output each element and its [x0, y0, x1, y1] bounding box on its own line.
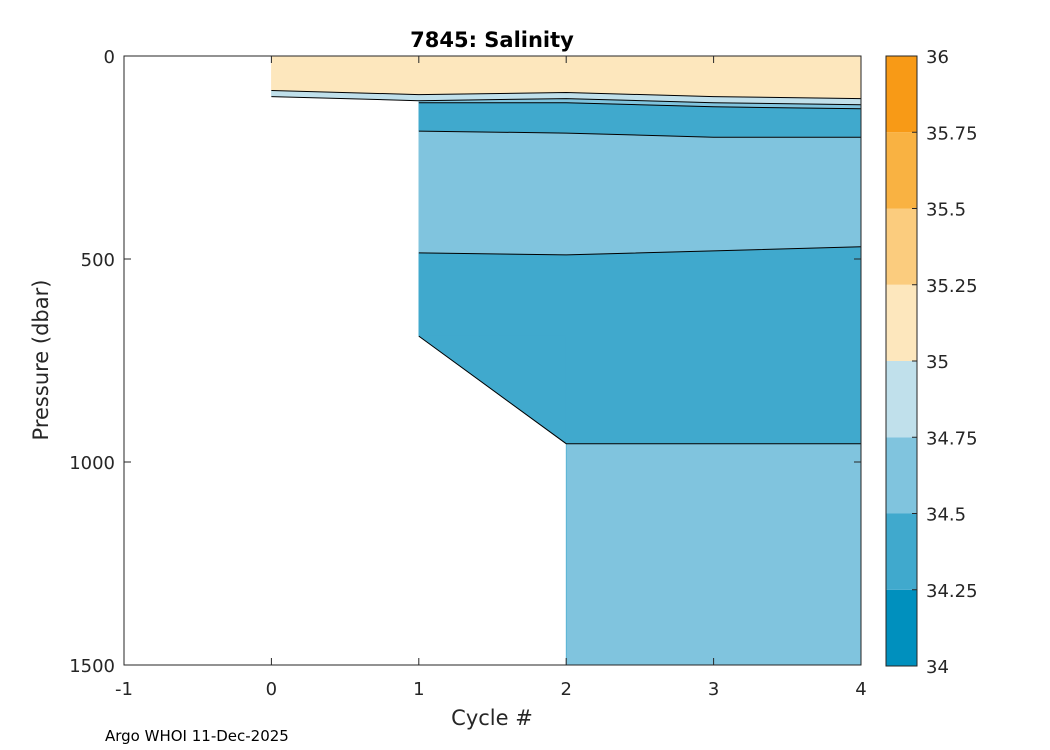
contour-line-4-0 [418, 246, 862, 256]
colorbar-swatch-5 [886, 208, 917, 285]
footer-credit: Argo WHOI 11-Dec-2025 [105, 727, 289, 745]
salinity-band-5-0 [418, 246, 862, 444]
colorbar-swatch-4 [886, 284, 917, 361]
colorbar-tick-label: 35 [926, 352, 949, 373]
y-tick-label: 0 [104, 47, 115, 68]
y-axis: 0 500 1000 1500 [69, 47, 861, 677]
contour-line-1-0 [271, 96, 862, 106]
colorbar: 34 34.25 34.5 34.75 35 35.25 35.5 35.75 36 [885, 47, 978, 678]
salinity-band-4-0 [418, 130, 862, 256]
plot-area [271, 55, 862, 666]
x-tick-label: 0 [266, 679, 277, 700]
y-tick-label: 500 [81, 250, 115, 271]
x-tick-label: 1 [413, 679, 424, 700]
colorbar-swatch-2 [886, 437, 917, 514]
axes-box [123, 55, 862, 666]
contour-lines [271, 90, 862, 445]
colorbar-swatch-6 [886, 132, 917, 209]
colorbar-swatch-7 [886, 56, 917, 133]
chart-title: 7845: Salinity [410, 28, 574, 52]
colorbar-tick-label: 36 [926, 47, 949, 68]
colorbar-tick-label: 34.75 [926, 428, 978, 449]
colorbar-swatch-0 [886, 589, 917, 666]
colorbar-tick-label: 35.5 [926, 200, 966, 221]
colorbar-tick-label: 34 [926, 657, 949, 678]
colorbar-swatch-1 [886, 513, 917, 590]
contour-line-5-0 [418, 335, 861, 445]
contour-line-0-0 [271, 90, 862, 100]
colorbar-tick-label: 34.5 [926, 505, 966, 526]
x-tick-label: 3 [708, 679, 719, 700]
contour-line-3-0 [418, 130, 861, 138]
colorbar-swatch-3 [886, 361, 917, 438]
y-axis-label: Pressure (dbar) [29, 280, 53, 441]
x-tick-label: 4 [855, 679, 866, 700]
colorbar-tick-label: 35.75 [926, 123, 978, 144]
x-tick-label: -1 [115, 679, 133, 700]
x-axis-label: Cycle # [451, 706, 533, 730]
y-tick-label: 1500 [69, 656, 115, 677]
data-extent-edge [418, 335, 567, 665]
colorbar-tick-label: 34.25 [926, 581, 978, 602]
salinity-band-6-0 [565, 443, 862, 666]
colorbar-tick-label: 35.25 [926, 276, 978, 297]
x-tick-label: 2 [560, 679, 571, 700]
y-tick-label: 1000 [69, 453, 115, 474]
x-axis: -1 0 1 2 3 4 [115, 56, 867, 700]
contour-line-2-0 [418, 102, 862, 110]
